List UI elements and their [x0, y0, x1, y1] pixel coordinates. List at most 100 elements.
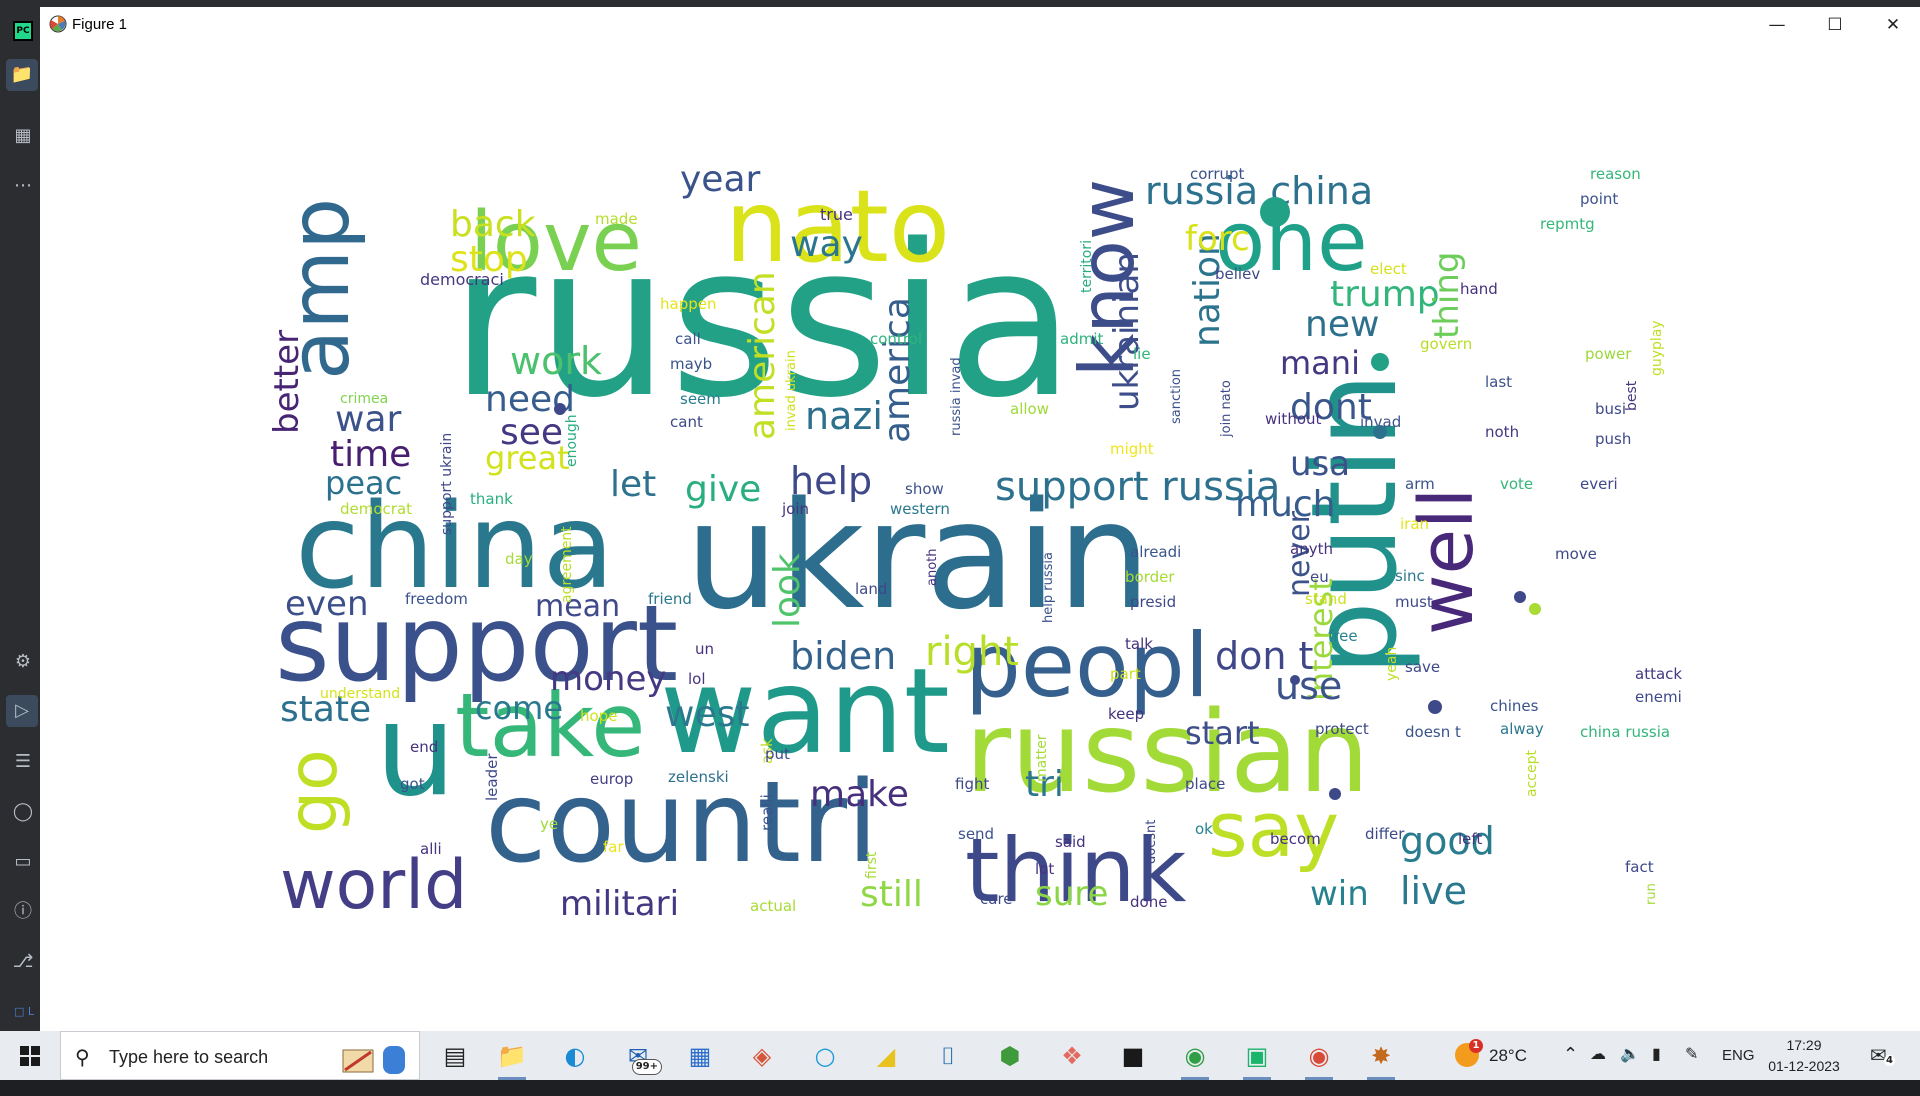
wordcloud-word: actual	[750, 897, 797, 915]
wordcloud-word: new	[1305, 304, 1380, 345]
wordcloud-word: put	[765, 745, 790, 763]
structure-icon[interactable]: ▦	[14, 125, 32, 146]
wordcloud-word: biden	[790, 634, 897, 678]
wordcloud-word: see	[500, 412, 564, 453]
wordcloud-word: anyth	[1290, 540, 1333, 558]
maximize-button[interactable]: ☐	[1827, 15, 1843, 35]
wordcloud-word: u	[375, 676, 457, 825]
wordcloud-word: busi	[1595, 400, 1627, 418]
close-button[interactable]: ✕	[1885, 15, 1901, 35]
wordcloud-word: un	[695, 640, 715, 658]
wordcloud-word: reason	[1590, 165, 1641, 183]
cube-app-icon[interactable]: ⬢	[999, 1042, 1021, 1070]
wordcloud-word: freedom	[405, 590, 468, 608]
wordcloud-word: best	[1624, 380, 1640, 411]
chrome-icon[interactable]: ◉	[1299, 1037, 1339, 1080]
wordcloud-word: talk	[1125, 635, 1153, 653]
taskbar-search-box[interactable]: ⚲ Type here to search	[60, 1031, 420, 1080]
wordcloud-word: help russia	[1041, 551, 1056, 623]
wordcloud-word: great	[485, 439, 570, 477]
wordcloud-word: state	[280, 689, 372, 730]
matplotlib-app-icon[interactable]: ✸	[1361, 1037, 1401, 1080]
file-explorer-icon[interactable]: 📁	[492, 1037, 532, 1080]
bracket-app-icon[interactable]: ⌷	[940, 1042, 956, 1070]
services-icon[interactable]: ◯	[12, 801, 34, 822]
wordcloud-word: elect	[1370, 260, 1407, 278]
wordcloud-word: american	[742, 271, 783, 440]
run-icon[interactable]: ▷	[6, 695, 38, 727]
wordcloud-word: russia	[450, 199, 1076, 444]
mail-icon[interactable]: ✉ 99+	[618, 1037, 662, 1075]
wordcloud-word: doesnt	[1144, 819, 1159, 864]
wordcloud-word: sure	[1035, 874, 1109, 914]
show-hidden-icons-icon[interactable]: ⌃	[1563, 1044, 1579, 1064]
wordcloud-word: guyplay	[1649, 320, 1665, 376]
edge-icon[interactable]: ◐	[564, 1042, 586, 1070]
wordcloud-word: hope	[580, 707, 618, 725]
wordcloud-word: join	[782, 500, 810, 518]
volume-icon[interactable]: 🔈	[1620, 1046, 1640, 1063]
wordcloud-word: russia invad	[949, 356, 964, 436]
task-view-icon[interactable]: ▤	[443, 1042, 467, 1070]
more-icon[interactable]: ⋯	[14, 175, 32, 196]
wordcloud-word: day	[505, 550, 533, 568]
layers-icon[interactable]: ☰	[14, 751, 32, 772]
battery-icon[interactable]: ▮	[1652, 1046, 1661, 1063]
wordcloud-canvas: russia ukrain countri want china support russi…	[267, 162, 1760, 927]
wordcloud-word: china russia	[1580, 723, 1671, 741]
ide-top-bar	[0, 0, 1920, 7]
wordcloud-word: run	[1644, 883, 1659, 906]
wordcloud-word: differ	[1365, 825, 1405, 843]
wordcloud-word: cant	[670, 413, 703, 431]
wordcloud-word: accept	[1524, 750, 1540, 798]
wordcloud-word: first	[864, 851, 880, 879]
wordcloud-word: russian	[965, 688, 1370, 818]
store-icon[interactable]: ▦	[688, 1042, 712, 1070]
git-icon[interactable]: ⎇	[12, 951, 34, 972]
wordcloud-dot	[1529, 603, 1541, 615]
wordcloud-word: land	[855, 580, 888, 598]
folder-icon[interactable]: 📁	[6, 59, 38, 91]
wordcloud-word: protect	[1315, 720, 1369, 738]
wordcloud-word: lol	[688, 670, 706, 688]
language-indicator[interactable]: ENG	[1722, 1047, 1755, 1064]
title-bar: Figure 1 — ☐ ✕	[40, 7, 1920, 43]
wordcloud-word: invad ukrain	[784, 349, 799, 431]
git-client-icon[interactable]: ❖	[1061, 1042, 1083, 1070]
chrome-profile-icon[interactable]: ◉	[1175, 1037, 1215, 1080]
python-console-icon[interactable]: ⚙	[14, 651, 32, 672]
minimize-button[interactable]: —	[1768, 15, 1786, 35]
wordcloud-word: democraci	[420, 270, 504, 289]
windows-start-icon[interactable]	[20, 1046, 40, 1066]
wordcloud-word: presid	[1130, 593, 1177, 611]
wordcloud-word: anoth	[925, 548, 940, 587]
terminal-app-icon[interactable]: ■	[1121, 1042, 1145, 1070]
wordcloud-word: call	[675, 330, 701, 348]
wordcloud-word: fact	[1625, 858, 1654, 876]
window-title: Figure 1	[72, 16, 128, 33]
notification-center-icon[interactable]: ✉ 4	[1870, 1045, 1895, 1067]
wordcloud-word: forc	[1185, 219, 1250, 259]
pycharm-logo-icon[interactable]: PC	[13, 21, 33, 41]
wordcloud-word: iran	[1400, 515, 1430, 533]
terminal-icon[interactable]: ▭	[14, 851, 32, 872]
wordcloud-word: invad	[1360, 413, 1402, 431]
wordcloud-word: must	[1395, 593, 1433, 611]
sticky-notes-icon[interactable]: ◢	[876, 1042, 896, 1070]
wordcloud-word: back	[450, 204, 536, 245]
clock[interactable]: 17:29 01-12-2023	[1768, 1031, 1840, 1080]
office-icon[interactable]: ◈	[752, 1042, 772, 1070]
onedrive-icon[interactable]: ☁	[1590, 1046, 1606, 1063]
wordcloud-word: show	[905, 480, 944, 498]
wordcloud-word: attack	[1635, 665, 1683, 683]
pycharm-icon[interactable]: ▣	[1237, 1037, 1277, 1080]
taskbar: ⚲ Type here to search ▤ 📁 ◐ ✉ 99+ ▦ ◈ ○ ◢ ⌷ ⬢ ❖ ■ ◉ ▣ ◉…	[0, 1031, 1920, 1080]
cortana-icon[interactable]: ○	[814, 1042, 836, 1070]
wordcloud-word: much	[1235, 484, 1336, 525]
wordcloud-word: fight	[955, 775, 990, 793]
wordcloud-word: western	[890, 500, 950, 518]
wordcloud-word: come	[475, 689, 564, 727]
pen-icon[interactable]: ✎	[1685, 1046, 1699, 1063]
wordcloud-word: support ukrain	[439, 432, 455, 535]
problems-icon[interactable]: ⓘ	[14, 901, 32, 922]
